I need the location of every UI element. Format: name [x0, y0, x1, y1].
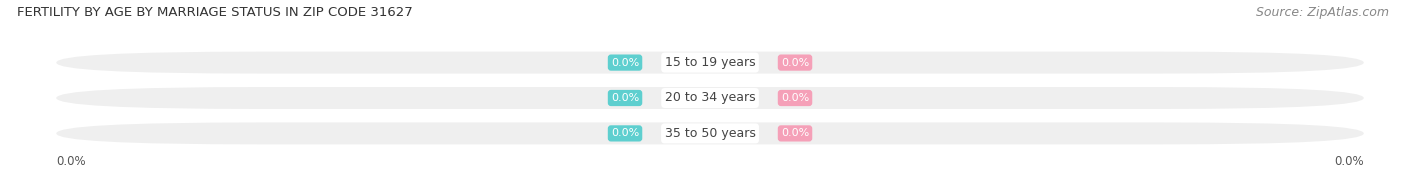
Text: 0.0%: 0.0% [612, 93, 640, 103]
Text: 35 to 50 years: 35 to 50 years [665, 127, 755, 140]
Text: 0.0%: 0.0% [780, 58, 808, 68]
Text: 0.0%: 0.0% [1334, 155, 1364, 168]
Text: 0.0%: 0.0% [780, 93, 808, 103]
FancyBboxPatch shape [56, 87, 1364, 109]
Text: Source: ZipAtlas.com: Source: ZipAtlas.com [1256, 6, 1389, 19]
Text: 0.0%: 0.0% [56, 155, 86, 168]
Text: 15 to 19 years: 15 to 19 years [665, 56, 755, 69]
Text: 0.0%: 0.0% [780, 128, 808, 138]
FancyBboxPatch shape [56, 122, 1364, 144]
Text: 0.0%: 0.0% [612, 128, 640, 138]
Text: 0.0%: 0.0% [612, 58, 640, 68]
Text: FERTILITY BY AGE BY MARRIAGE STATUS IN ZIP CODE 31627: FERTILITY BY AGE BY MARRIAGE STATUS IN Z… [17, 6, 412, 19]
Text: 20 to 34 years: 20 to 34 years [665, 92, 755, 104]
Legend: Married, Unmarried: Married, Unmarried [619, 192, 801, 196]
FancyBboxPatch shape [56, 52, 1364, 74]
